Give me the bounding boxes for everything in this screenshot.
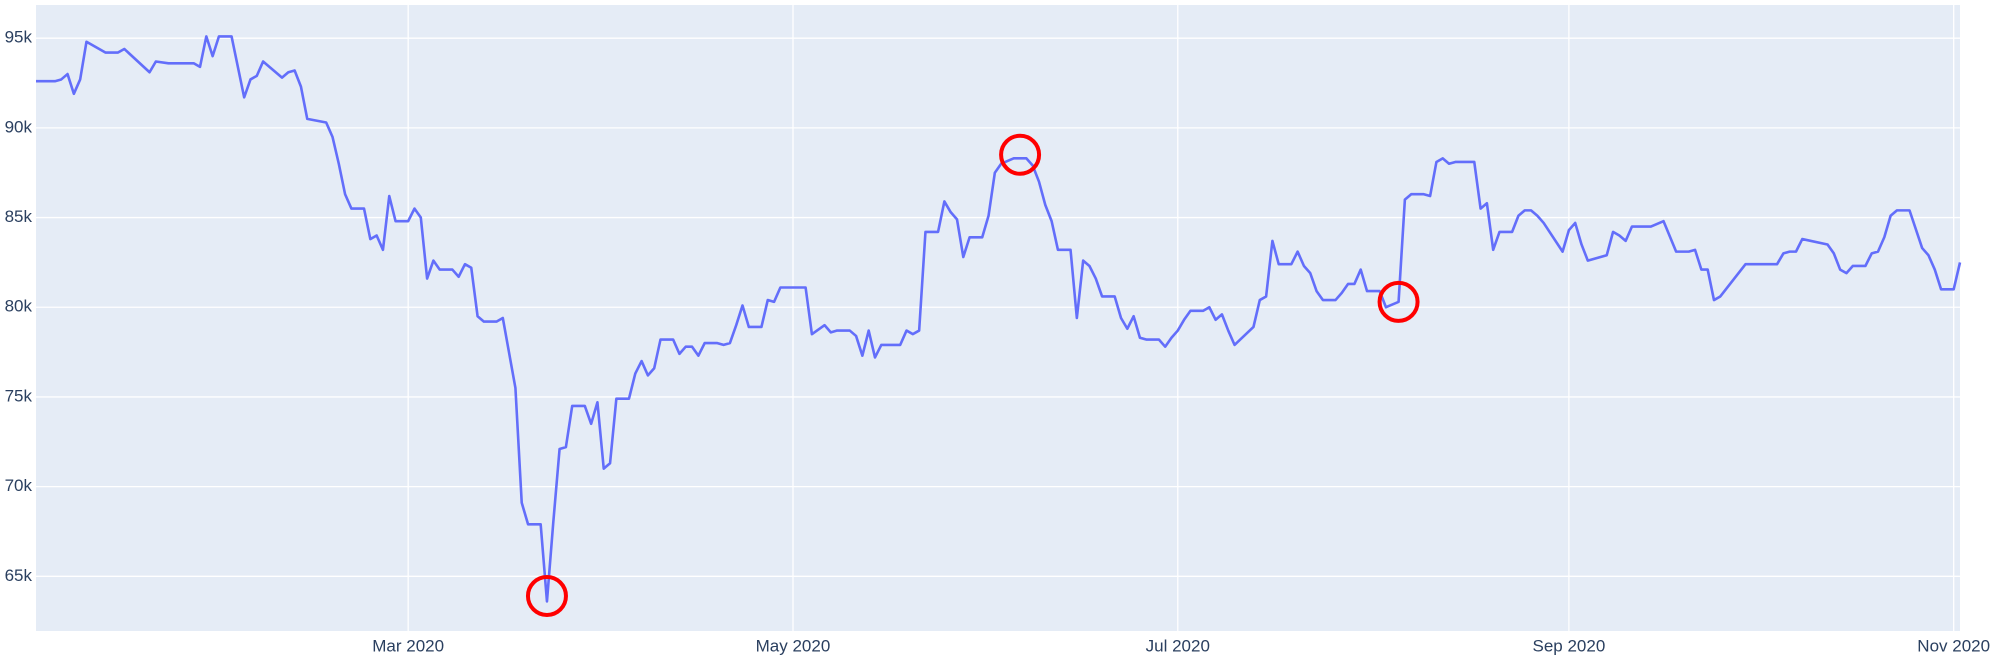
x-tick-label: Mar 2020 (372, 636, 444, 655)
highlight-circle (525, 575, 568, 618)
y-tick-label: 65k (5, 566, 33, 585)
y-tick-label: 90k (5, 117, 33, 136)
y-tick-label: 70k (5, 476, 33, 495)
x-tick-label: Sep 2020 (1532, 636, 1605, 655)
plot-background (36, 5, 1960, 631)
y-tick-label: 75k (5, 386, 33, 405)
highlight-circle (1377, 280, 1420, 323)
x-tick-label: Nov 2020 (1917, 636, 1990, 655)
highlight-circle (999, 133, 1042, 176)
line (36, 35, 1962, 603)
y-tick-label: 80k (5, 297, 33, 316)
y-tick-label: 85k (5, 207, 33, 226)
y-tick-label: 95k (5, 28, 33, 47)
x-tick-label: May 2020 (756, 636, 831, 655)
x-tick-label: Jul 2020 (1146, 636, 1210, 655)
